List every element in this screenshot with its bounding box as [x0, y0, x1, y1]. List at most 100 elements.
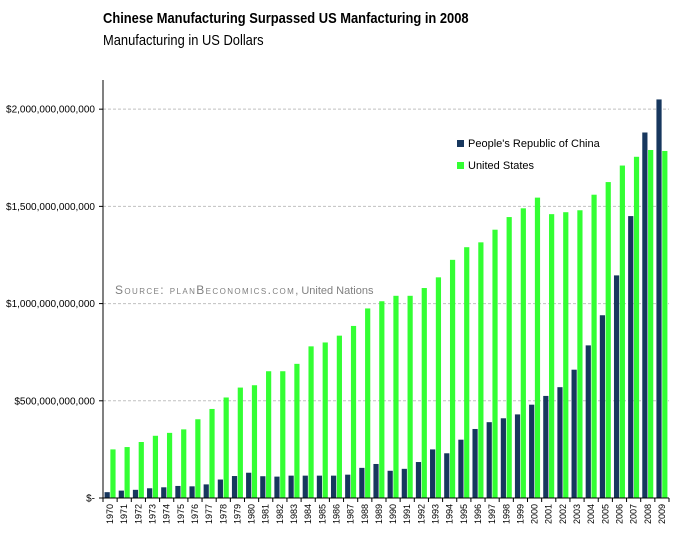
x-tick-label: 2007 [629, 504, 639, 524]
bar-us [308, 346, 314, 498]
source-extra: , United Nations [295, 285, 374, 297]
x-tick-label: 1989 [374, 504, 384, 524]
bar-china [161, 487, 167, 498]
x-tick-label: 1978 [218, 504, 228, 524]
bar-us [209, 408, 215, 498]
x-tick-label: 2001 [544, 504, 554, 524]
bar-us [124, 447, 130, 498]
bar-china [387, 470, 393, 498]
bar-china [359, 467, 365, 498]
bar-us [251, 385, 258, 498]
x-tick-label: 1982 [275, 504, 285, 524]
bar-china [529, 404, 535, 498]
bar-china [316, 475, 323, 498]
legend-label-china: People's Republic of China [468, 138, 601, 150]
bar-us [478, 242, 484, 498]
legend-swatch-us [457, 162, 464, 169]
bar-us [350, 325, 357, 498]
x-tick-label: 1981 [261, 504, 271, 524]
bar-china [401, 468, 407, 498]
bar-us [464, 247, 470, 498]
x-tick-label: 2009 [657, 504, 667, 524]
x-tick-label: 1996 [473, 504, 483, 524]
x-tick-label: 1979 [232, 504, 242, 524]
x-tick-label: 2000 [530, 504, 540, 524]
bar-us [223, 397, 229, 498]
bar-us [138, 442, 144, 498]
bar-us [563, 212, 569, 498]
x-tick-label: 2003 [572, 504, 582, 524]
bar-us [152, 435, 159, 498]
bar-china [217, 479, 223, 498]
bar-us [181, 429, 187, 498]
bar-china [486, 422, 492, 498]
bar-china [330, 475, 337, 498]
bar-china [132, 489, 139, 498]
y-tick-label: $500,000,000,000 [14, 396, 95, 407]
x-tick-label: 1986 [331, 504, 341, 524]
chart-subtitle: Manufacturing in US Dollars [103, 32, 264, 49]
bar-us [237, 387, 243, 498]
bar-china [585, 345, 591, 498]
bar-china [557, 387, 563, 498]
chart-title: Chinese Manufacturing Surpassed US Manfa… [103, 10, 469, 27]
x-tick-label: 2005 [600, 504, 610, 524]
x-tick-label: 1973 [148, 504, 158, 524]
bar-china [345, 474, 351, 498]
x-tick-label: 1999 [515, 504, 525, 524]
x-tick-label: 1997 [487, 504, 497, 524]
bar-china [613, 275, 620, 498]
bar-us [280, 371, 286, 498]
bar-china [260, 476, 266, 498]
bar-us [520, 208, 526, 498]
bar-us [435, 277, 442, 498]
bar-us [336, 335, 342, 498]
bar-us [266, 371, 272, 498]
x-tick-label: 1974 [162, 504, 172, 524]
bar-us [407, 295, 413, 498]
bar-china [571, 369, 577, 498]
bar-us [605, 182, 611, 498]
bar-us [648, 149, 654, 498]
legend: People's Republic of China United States [457, 138, 601, 172]
bar-china [415, 462, 422, 498]
x-tick-label: 2002 [558, 504, 568, 524]
bar-china [656, 99, 662, 498]
x-tick-label: 1990 [388, 504, 398, 524]
x-tick-label: 1994 [445, 504, 455, 524]
y-tick-label: $1,500,000,000,000 [6, 202, 95, 213]
bar-us [166, 432, 173, 498]
bar-us [294, 363, 300, 498]
x-tick-label: 1992 [416, 504, 426, 524]
x-tick-label: 1985 [317, 504, 327, 524]
x-tick-label: 1972 [133, 504, 143, 524]
bar-us [322, 342, 328, 498]
bar-china [642, 132, 648, 498]
y-axis: $- $500,000,000,000 $1,000,000,000,000 $1,5… [6, 80, 104, 505]
x-tick-label: 1991 [402, 504, 412, 524]
y-tick-label: $2,000,000,000,000 [6, 105, 95, 116]
bar-china [599, 315, 606, 498]
x-tick-label: 1993 [431, 504, 441, 524]
x-tick-label: 1984 [303, 504, 313, 524]
x-tick-label: 1976 [190, 504, 200, 524]
legend-swatch-china [457, 140, 464, 147]
x-tick-label: 1980 [247, 504, 257, 524]
x-tick-label: 1983 [289, 504, 299, 524]
bar-us [549, 214, 555, 498]
bar-us [619, 165, 625, 498]
x-tick-label: 1970 [105, 504, 115, 524]
x-tick-label: 1977 [204, 504, 214, 524]
bar-china [231, 476, 238, 498]
bar-us [662, 150, 668, 499]
x-tick-label: 1987 [346, 504, 356, 524]
bar-china [472, 428, 478, 498]
bar-china [288, 475, 294, 498]
bar-china [514, 414, 521, 498]
legend-label-us: United States [468, 160, 535, 172]
y-tick-label: $- [86, 494, 95, 505]
x-tick-label: 2004 [586, 504, 596, 524]
bar-china [302, 475, 308, 498]
bar-china [118, 490, 124, 498]
